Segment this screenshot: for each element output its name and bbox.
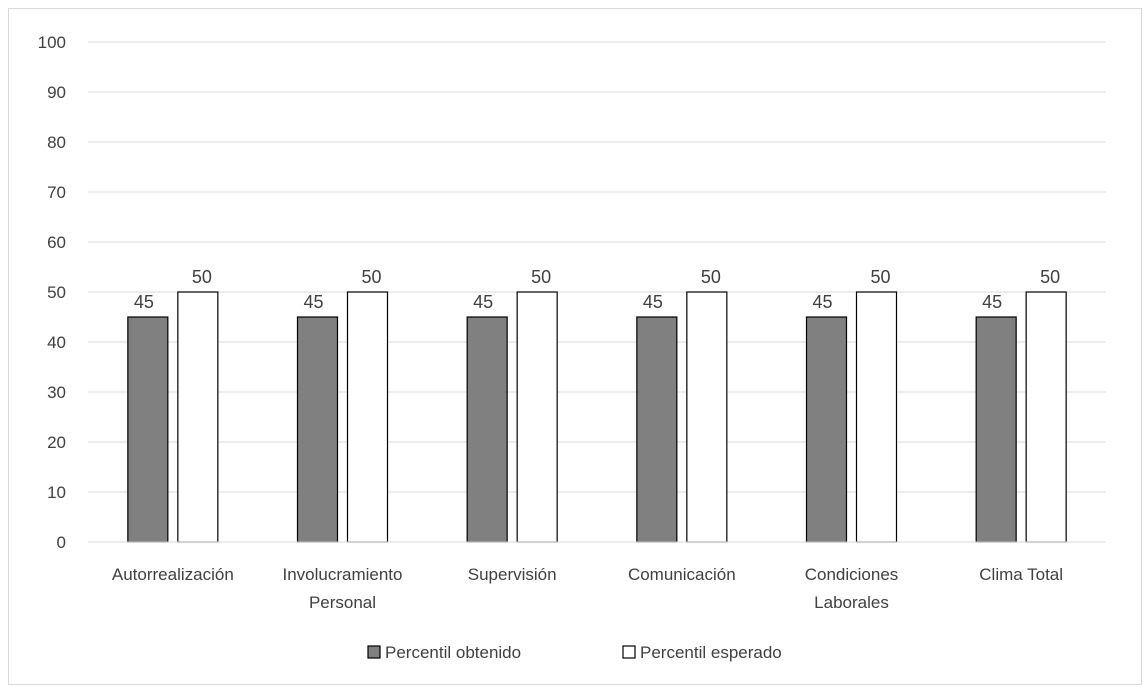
bar-esperado bbox=[1025, 291, 1067, 543]
data-label: 50 bbox=[192, 267, 212, 287]
bar-esperado bbox=[346, 291, 389, 543]
x-category-label: Comunicación bbox=[628, 565, 736, 584]
bar-esperado bbox=[686, 291, 728, 543]
data-label: 50 bbox=[361, 267, 381, 287]
y-tick-label: 30 bbox=[47, 383, 66, 402]
bar-obtenido bbox=[127, 316, 169, 543]
legend-swatch-obtenido bbox=[367, 645, 381, 659]
data-label: 50 bbox=[870, 267, 890, 287]
bar-obtenido bbox=[805, 316, 848, 543]
x-category-label: Autorrealización bbox=[112, 565, 234, 584]
y-tick-label: 70 bbox=[47, 183, 66, 202]
x-category-label: Supervisión bbox=[468, 565, 557, 584]
data-label: 50 bbox=[531, 267, 551, 287]
data-label: 45 bbox=[812, 292, 832, 312]
y-tick-label: 90 bbox=[47, 83, 66, 102]
legend-label: Percentil obtenido bbox=[385, 643, 521, 662]
y-tick-label: 10 bbox=[47, 483, 66, 502]
data-label: 45 bbox=[134, 292, 154, 312]
data-label: 50 bbox=[701, 267, 721, 287]
bar-esperado bbox=[855, 291, 898, 543]
x-category-label: Laborales bbox=[814, 593, 889, 612]
bar-obtenido bbox=[296, 316, 339, 543]
data-label: 45 bbox=[473, 292, 493, 312]
x-category-label: Clima Total bbox=[979, 565, 1063, 584]
legend-swatch-esperado bbox=[622, 645, 636, 659]
y-tick-label: 50 bbox=[47, 283, 66, 302]
bar-obtenido bbox=[975, 316, 1017, 543]
y-tick-label: 80 bbox=[47, 133, 66, 152]
data-label: 45 bbox=[982, 292, 1002, 312]
y-tick-label: 100 bbox=[38, 33, 66, 52]
legend-label: Percentil esperado bbox=[640, 643, 782, 662]
bar-obtenido bbox=[636, 316, 678, 543]
data-label: 50 bbox=[1040, 267, 1060, 287]
y-tick-label: 0 bbox=[57, 533, 66, 552]
data-label: 45 bbox=[303, 292, 323, 312]
y-tick-label: 60 bbox=[47, 233, 66, 252]
bar-esperado bbox=[516, 291, 558, 543]
data-label: 45 bbox=[643, 292, 663, 312]
x-category-label: Personal bbox=[309, 593, 376, 612]
y-tick-label: 20 bbox=[47, 433, 66, 452]
bar-obtenido bbox=[466, 316, 508, 543]
x-category-label: Involucramiento bbox=[282, 565, 402, 584]
bar-esperado bbox=[177, 291, 219, 543]
y-tick-label: 40 bbox=[47, 333, 66, 352]
x-category-label: Condiciones bbox=[805, 565, 899, 584]
